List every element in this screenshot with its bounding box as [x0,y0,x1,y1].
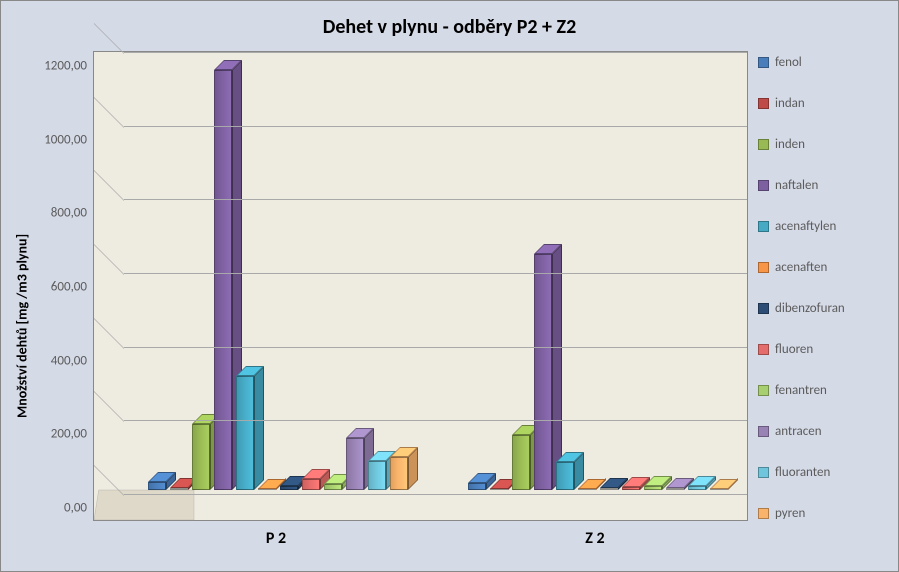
y-tick-label: 600,00 [51,280,87,295]
bar [390,457,408,490]
bar [302,479,320,490]
legend-item: pyren [758,506,888,521]
legend-swatch [758,262,769,273]
y-axis-label: Množství dehtů [mg /m3 plynu] [11,51,33,561]
legend-item: antracen [758,424,888,439]
legend-swatch [758,98,769,109]
legend-swatch [758,385,769,396]
legend-label: fenantren [775,383,827,398]
chart-container: Dehet v plynu - odběry P2 + Z2 Množství … [0,0,899,572]
legend-swatch [758,57,769,68]
legend-label: acenaftylen [775,219,836,234]
y-axis-ticks: 0,00 200,00 400,00 600,00 800,00 1000,00 1200,… [33,51,93,561]
bar [556,462,574,490]
legend-swatch [758,303,769,314]
gridline [124,494,747,495]
bar [644,486,662,490]
legend-swatch [758,139,769,150]
y-tick-label: 0,00 [64,501,87,516]
bar [148,482,166,490]
legend-item: inden [758,137,888,152]
plot-area [93,51,748,521]
bar [600,488,618,490]
bar [258,489,276,490]
legend-swatch [758,344,769,355]
bar [346,438,364,490]
legend-label: fluoranten [775,465,830,480]
bar [280,486,298,490]
plot-wrap: P 2 Z 2 [93,51,748,561]
legend-label: fenol [775,55,802,70]
bar [688,486,706,490]
chart-body: Množství dehtů [mg /m3 plynu] 0,00 200,00… [11,51,888,561]
y-tick-label: 400,00 [51,353,87,368]
legend-label: naftalen [775,178,818,193]
gridline [124,126,747,127]
bars-layer [124,52,747,490]
legend-item: naftalen [758,178,888,193]
legend-swatch [758,221,769,232]
bar [368,461,386,490]
legend-label: acenaften [775,260,827,275]
legend-swatch [758,508,769,519]
legend-label: dibenzofuran [775,301,845,316]
x-axis-label: P 2 [266,529,286,548]
legend-item: acenaften [758,260,888,275]
legend-item: acenaftylen [758,219,888,234]
legend-label: antracen [775,424,822,439]
bar [490,489,508,490]
y-tick-label: 800,00 [51,206,87,221]
gridline [124,273,747,274]
legend-item: indan [758,96,888,111]
legend-swatch [758,426,769,437]
bar [578,489,596,490]
bar [534,254,552,490]
legend-label: indan [775,96,805,111]
legend-item: fluoranten [758,465,888,480]
y-tick-label: 1000,00 [44,132,87,147]
bar [512,435,530,490]
legend-swatch [758,180,769,191]
gridline [124,199,747,200]
legend-label: pyren [775,506,805,521]
bar [214,70,232,490]
x-axis-labels: P 2 Z 2 [93,521,748,561]
bar [622,487,640,490]
bar [468,483,486,490]
legend-item: fluoren [758,342,888,357]
legend-item: fenantren [758,383,888,398]
bar [710,489,728,490]
legend-label: inden [775,137,805,152]
gridline [124,420,747,421]
gridline [124,52,747,53]
bar [236,376,254,490]
bar [170,488,188,490]
gridline [124,347,747,348]
y-tick-label: 1200,00 [44,59,87,74]
y-tick-label: 200,00 [51,427,87,442]
bar [192,424,210,490]
bar [324,484,342,490]
legend-swatch [758,467,769,478]
legend: fenol indan inden naftalen acenaftylen acenaf… [748,51,888,561]
x-axis-label: Z 2 [585,529,604,548]
chart-title: Dehet v plynu - odběry P2 + Z2 [1,1,898,45]
legend-item: fenol [758,55,888,70]
bar [666,488,684,490]
legend-item: dibenzofuran [758,301,888,316]
legend-label: fluoren [775,342,813,357]
